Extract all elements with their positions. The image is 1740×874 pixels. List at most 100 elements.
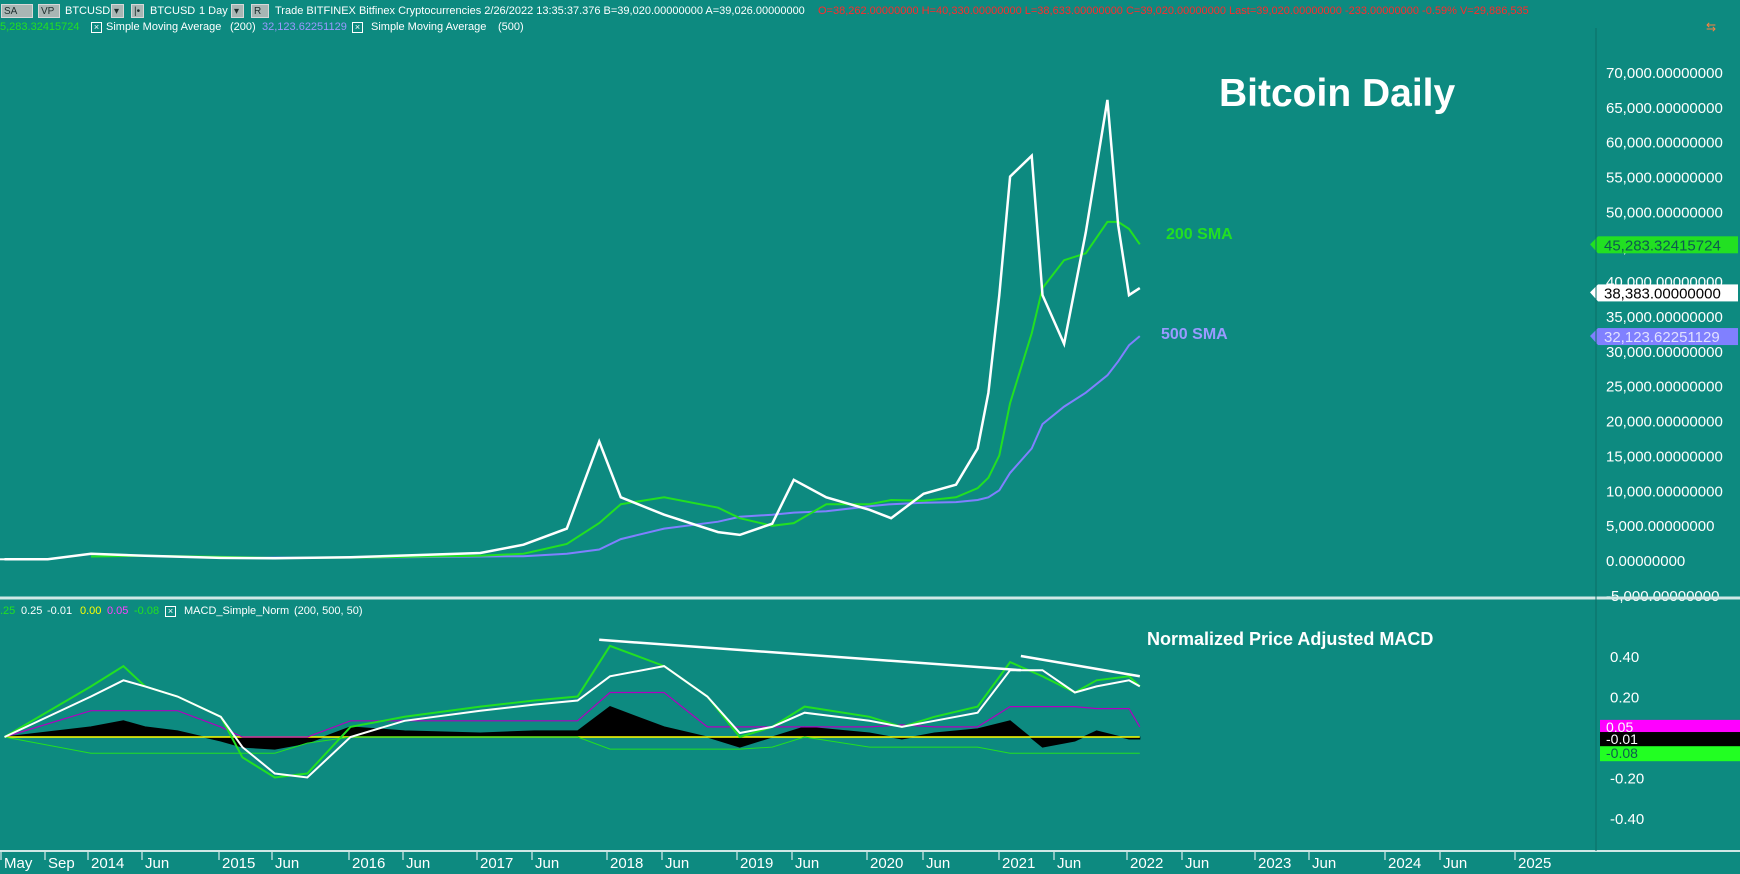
macd-green-label: -0.08 — [1606, 745, 1638, 761]
time-tick-label: 2018 — [610, 855, 643, 872]
macd-magenta-label: 0.05 — [1606, 719, 1633, 735]
macd-lines — [3, 638, 1141, 779]
macd-tick-label: -0.20 — [1610, 771, 1644, 788]
price-tick-label: 30,000.00000000 — [1606, 344, 1723, 361]
price-tick-label: 70,000.00000000 — [1606, 65, 1723, 82]
price-tick-label: 50,000.00000000 — [1606, 204, 1723, 221]
macd-legend-v4: 0.00 — [80, 605, 102, 617]
time-tick-label: May — [4, 855, 33, 872]
sma200-price-label-bg — [1598, 236, 1738, 254]
interval-label[interactable]: 1 Day — [199, 5, 228, 17]
time-tick-label: Jun — [1443, 855, 1467, 872]
time-tick-label: Jun — [535, 855, 559, 872]
macd-upper-band — [4, 691, 1141, 738]
macd-close-icon[interactable]: × — [165, 606, 176, 617]
time-tick-label: 2022 — [1130, 855, 1163, 872]
last-price-label-arrow — [1590, 284, 1598, 302]
sma200-annotation: 200 SMA — [1166, 226, 1233, 243]
sma500-line — [220, 335, 1141, 559]
time-tick-label: Jun — [926, 855, 950, 872]
macd-axis: 0.40 0.20 -0.20 -0.40 — [1610, 649, 1644, 828]
vp-button[interactable]: VP — [38, 4, 60, 18]
macd-tick-label: -0.40 — [1610, 811, 1644, 828]
macd-trendline-1 — [1020, 654, 1141, 678]
sma500-legend-param: (500) — [498, 21, 524, 33]
price-tick-label: 65,000.00000000 — [1606, 100, 1723, 117]
macd-green-label-bg — [1600, 746, 1740, 762]
time-tick-label: 2023 — [1258, 855, 1291, 872]
ohlc-info: O=38,262.00000000 H=40,330.00000000 L=38… — [818, 5, 1529, 17]
macd-legend-params: (200, 500, 50) — [294, 605, 363, 617]
price-tick-label: 60,000.00000000 — [1606, 135, 1723, 152]
time-tick-label: Jun — [275, 855, 299, 872]
macd-tick-label: 0.40 — [1610, 649, 1639, 666]
sma500-legend-value: 32,123.62251129 — [262, 21, 347, 33]
time-tick-label: 2014 — [91, 855, 124, 872]
last-price-label-bg — [1598, 284, 1738, 302]
time-tick-label: Jun — [145, 855, 169, 872]
quote-info: Trade BITFINEX Bitfinex Cryptocurrencies… — [275, 5, 805, 17]
macd-legend-v2: 0.25 — [21, 605, 43, 617]
macd-black-label-bg — [1600, 732, 1740, 748]
symbol-dropdown-button[interactable]: ▾ — [111, 4, 124, 18]
macd-black-label: -0.01 — [1606, 731, 1638, 747]
link-button[interactable]: |• — [131, 4, 144, 18]
price-tick-label: 0.00000000 — [1606, 553, 1685, 570]
r-button[interactable]: R — [251, 4, 269, 18]
macd-legend-v5: 0.05 — [107, 605, 129, 617]
time-tick-label: 2019 — [740, 855, 773, 872]
macd-magenta-label-bg — [1600, 719, 1740, 735]
time-tick-label: Jun — [1057, 855, 1081, 872]
sma200-close-icon[interactable]: × — [91, 22, 102, 33]
price-tick-label: 5,000.00000000 — [1606, 518, 1714, 535]
time-axis: May Sep 2014 Jun 2015 Jun 2016 Jun 2017 Jun 2018 Ju… — [0, 852, 1740, 874]
time-tick-label: Jun — [665, 855, 689, 872]
macd-tick-label: 0.20 — [1610, 690, 1639, 707]
price-tick-label: 15,000.00000000 — [1606, 448, 1723, 465]
macd-trendline-0 — [599, 638, 1021, 672]
time-tick-label: Jun — [1185, 855, 1209, 872]
macd-legend-label: MACD_Simple_Norm — [184, 605, 290, 617]
right-labels: 45,283.32415724 38,383.00000000 32,123.622… — [1590, 236, 1740, 762]
price-tick-label: 25,000.00000000 — [1606, 379, 1723, 396]
time-axis-bg — [0, 852, 1740, 874]
price-tick-label: 55,000.00000000 — [1606, 170, 1723, 187]
sma200-price-label: 45,283.32415724 — [1604, 237, 1721, 254]
time-tick-label: Jun — [406, 855, 430, 872]
sma200-price-label-arrow — [1590, 236, 1598, 254]
last-price-label: 38,383.00000000 — [1604, 285, 1721, 302]
chart-title: Bitcoin Daily — [1219, 72, 1456, 115]
interval-dropdown-button[interactable]: ▾ — [231, 4, 244, 18]
sma200-legend-label: Simple Moving Average — [106, 21, 222, 33]
price-tick-label: 35,000.00000000 — [1606, 309, 1723, 326]
sma500-close-icon[interactable]: × — [352, 22, 363, 33]
time-tick-label: Sep — [48, 855, 75, 872]
time-tick-label: 2021 — [1002, 855, 1035, 872]
time-tick-label: 2016 — [352, 855, 385, 872]
toolbar: SA VP BTCUSD ▾ |• BTCUSD 1 Day ▾ R Trade… — [0, 0, 1740, 34]
sma200-legend-value: 5,283.32415724 — [0, 21, 80, 33]
macd-legend-v3: -0.01 — [47, 605, 73, 617]
price-tick-label: -5,000.00000000 — [1606, 588, 1719, 605]
price-tick-label: 10,000.00000000 — [1606, 483, 1723, 500]
macd-legend-v1: .25 — [0, 605, 16, 617]
sa-dropdown-button[interactable]: SA — [1, 4, 33, 18]
sma500-annotation: 500 SMA — [1161, 326, 1228, 343]
time-tick-label: 2020 — [870, 855, 903, 872]
macd-title: Normalized Price Adjusted MACD — [1147, 629, 1434, 649]
time-tick-label: 2025 — [1518, 855, 1551, 872]
time-tick-label: Jun — [795, 855, 819, 872]
time-tick-label: 2017 — [480, 855, 513, 872]
symbol-second-label[interactable]: BTCUSD — [150, 5, 196, 17]
price-axis: 70,000.00000000 65,000.00000000 60,000.000… — [1606, 65, 1723, 605]
symbol-label[interactable]: BTCUSD — [65, 5, 111, 17]
time-tick-label: 2024 — [1388, 855, 1421, 872]
sma500-price-label: 32,123.62251129 — [1604, 329, 1720, 346]
sma200-line — [90, 220, 1141, 560]
time-tick-label: 2015 — [222, 855, 255, 872]
arrows-icon[interactable]: ⇆ — [1706, 20, 1717, 34]
macd-lower-band — [4, 736, 1140, 754]
sma500-price-label-bg — [1598, 328, 1738, 346]
